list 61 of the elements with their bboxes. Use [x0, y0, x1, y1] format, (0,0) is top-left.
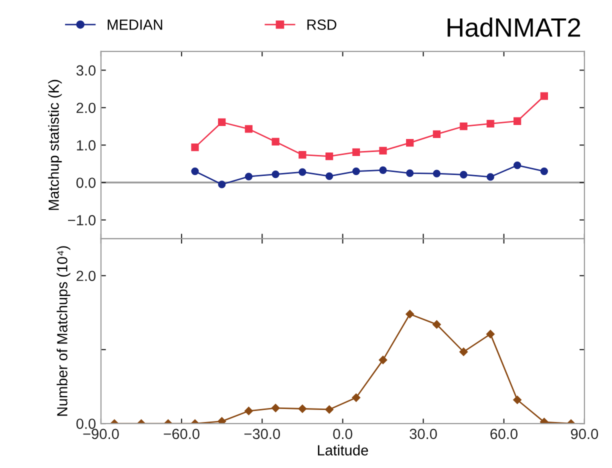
point	[540, 418, 548, 424]
x-tick-label: −60.0	[164, 428, 200, 440]
point	[272, 138, 280, 146]
y-tick-label: 2.0	[76, 102, 96, 114]
y-axis-title: Number of Matchups (10⁴)	[56, 246, 70, 416]
point	[379, 166, 387, 174]
y-tick-label: 1.0	[76, 140, 96, 151]
x-tick-label: 60.0	[490, 428, 518, 440]
y-tick-label: 3.0	[76, 65, 96, 76]
point	[244, 172, 253, 180]
point	[432, 130, 441, 138]
point	[406, 169, 414, 177]
point	[459, 348, 468, 356]
point	[218, 417, 226, 424]
y-axis-title: Matchup statistic (K)	[48, 80, 62, 210]
point	[513, 396, 522, 404]
point	[191, 144, 199, 152]
point	[244, 406, 253, 416]
point	[486, 173, 494, 181]
y-tick-label: 0.0	[76, 418, 96, 429]
point	[486, 330, 495, 338]
point	[271, 404, 280, 412]
point	[460, 122, 468, 130]
point	[298, 168, 306, 176]
point	[540, 92, 548, 100]
y-tick-label: 2.0	[76, 270, 96, 282]
point	[325, 152, 334, 160]
x-tick-label: 0.0	[333, 428, 352, 440]
point	[272, 170, 280, 178]
point	[460, 170, 468, 178]
point	[325, 405, 334, 414]
x-tick-label: −30.0	[244, 428, 280, 440]
point	[513, 117, 522, 125]
point	[244, 125, 253, 133]
point	[432, 320, 441, 329]
y-tick-label: −1.0	[68, 215, 96, 226]
x-tick-label: 30.0	[410, 428, 437, 440]
x-axis-title: Latitude	[318, 444, 368, 456]
x-tick-label: −90.0	[83, 428, 119, 440]
point	[378, 356, 388, 364]
point	[513, 161, 522, 170]
legend-label: MEDIAN	[108, 20, 162, 30]
point	[218, 118, 226, 126]
point	[432, 170, 441, 178]
point	[352, 394, 360, 402]
point	[298, 150, 306, 159]
point	[406, 310, 414, 318]
point	[406, 139, 414, 147]
point	[325, 172, 334, 180]
point	[352, 148, 360, 156]
x-tick-label: 90.0	[570, 428, 598, 440]
chart-title: HadNMAT2	[448, 18, 580, 37]
point	[540, 167, 548, 176]
legend-label: RSD	[307, 20, 336, 30]
point	[486, 120, 494, 128]
point	[352, 167, 360, 176]
point	[191, 167, 199, 176]
point	[298, 404, 307, 413]
point	[218, 180, 226, 188]
point	[379, 146, 387, 155]
y-tick-label: 0.0	[76, 178, 96, 188]
